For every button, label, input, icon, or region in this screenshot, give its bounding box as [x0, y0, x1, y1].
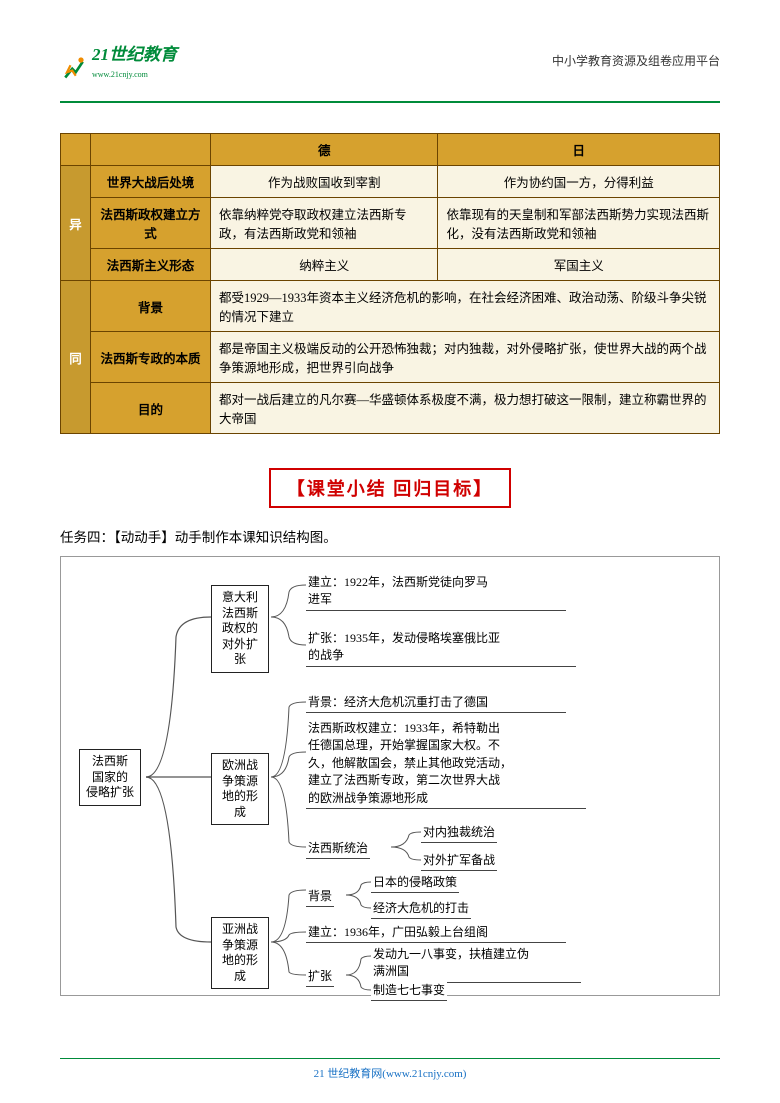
side-same: 同 — [61, 281, 91, 434]
mind-leaf: 经济大危机的打击 — [371, 899, 471, 919]
logo-main-text: 21世纪教育 — [92, 45, 177, 64]
logo: 21世纪教育 www.21cnjy.com — [60, 40, 177, 81]
row-header: 法西斯专政的本质 — [91, 332, 211, 383]
mind-leaf: 背景 — [306, 887, 334, 907]
mind-branch-asia: 亚洲战争策源地的形成 — [211, 917, 269, 989]
task-4-text: 任务四：【动动手】动手制作本课知识结构图。 — [60, 526, 720, 546]
page-header: 21世纪教育 www.21cnjy.com 中小学教育资源及组卷应用平台 — [60, 40, 720, 81]
header-right-text: 中小学教育资源及组卷应用平台 — [552, 52, 720, 69]
mind-leaf: 扩张：1935年，发动侵略埃塞俄比亚的战争 — [306, 629, 576, 667]
row-header: 世界大战后处境 — [91, 166, 211, 198]
cell-same: 都受1929—1933年资本主义经济危机的影响，在社会经济困难、政治动荡、阶级斗… — [211, 281, 720, 332]
comparison-table: 德 日 异 世界大战后处境 作为战败国收到宰割 作为协约国一方，分得利益 法西斯… — [60, 133, 720, 434]
table-row: 法西斯政权建立方式 依靠纳粹党夺取政权建立法西斯专政，有法西斯政党和领袖 依靠现… — [61, 198, 720, 249]
cell-jp: 依靠现有的天皇制和军部法西斯势力实现法西斯化，没有法西斯政党和领袖 — [438, 198, 720, 249]
cell-de: 作为战败国收到宰割 — [211, 166, 438, 198]
table-row: 目的 都对一战后建立的凡尔赛—华盛顿体系极度不满，极力想打破这一限制，建立称霸世… — [61, 383, 720, 434]
cell-jp: 军国主义 — [438, 249, 720, 281]
footer-text: 21 世纪教育网(www.21cnjy.com) — [314, 1068, 467, 1080]
table-row: 同 背景 都受1929—1933年资本主义经济危机的影响，在社会经济困难、政治动… — [61, 281, 720, 332]
row-header: 背景 — [91, 281, 211, 332]
mind-leaf: 建立：1936年，广田弘毅上台组阁 — [306, 923, 566, 943]
side-diff: 异 — [61, 166, 91, 281]
mind-map: 法西斯国家的侵略扩张 意大利法西斯政权的对外扩张 建立：1922年，法西斯党徒向… — [60, 556, 720, 996]
table-row: 异 世界大战后处境 作为战败国收到宰割 作为协约国一方，分得利益 — [61, 166, 720, 198]
mind-branch-europe: 欧洲战争策源地的形成 — [211, 753, 269, 825]
row-header: 目的 — [91, 383, 211, 434]
cell-same: 都对一战后建立的凡尔赛—华盛顿体系极度不满，极力想打破这一限制，建立称霸世界的大… — [211, 383, 720, 434]
cell-same: 都是帝国主义极端反动的公开恐怖独裁；对内独裁，对外侵略扩张，使世界大战的两个战争… — [211, 332, 720, 383]
header-divider — [60, 101, 720, 103]
table-header-row: 德 日 — [61, 134, 720, 166]
cell-de: 纳粹主义 — [211, 249, 438, 281]
mind-leaf: 制造七七事变 — [371, 981, 447, 1001]
mind-leaf: 对内独裁统治 — [421, 823, 497, 843]
mind-branch-italy: 意大利法西斯政权的对外扩张 — [211, 585, 269, 673]
col-header-de: 德 — [211, 134, 438, 166]
table-row: 法西斯主义形态 纳粹主义 军国主义 — [61, 249, 720, 281]
table-row: 法西斯专政的本质 都是帝国主义极端反动的公开恐怖独裁；对内独裁，对外侵略扩张，使… — [61, 332, 720, 383]
mind-leaf: 发动九一八事变，扶植建立伪满洲国 — [371, 945, 581, 983]
cell-de: 依靠纳粹党夺取政权建立法西斯专政，有法西斯政党和领袖 — [211, 198, 438, 249]
mind-leaf: 扩张 — [306, 967, 334, 987]
mind-leaf: 日本的侵略政策 — [371, 873, 459, 893]
mind-leaf: 背景：经济大危机沉重打击了德国 — [306, 693, 566, 713]
col-header-jp: 日 — [438, 134, 720, 166]
section-banner-wrap: 【课堂小结 回归目标】 — [60, 468, 720, 508]
page-footer: 21 世纪教育网(www.21cnjy.com) — [0, 1058, 780, 1082]
mind-root: 法西斯国家的侵略扩张 — [79, 749, 141, 806]
section-banner: 【课堂小结 回归目标】 — [269, 468, 512, 508]
mind-leaf: 法西斯政权建立：1933年，希特勒出任德国总理，开始掌握国家大权。不久，他解散国… — [306, 719, 586, 809]
footer-divider — [60, 1058, 720, 1060]
row-header: 法西斯政权建立方式 — [91, 198, 211, 249]
logo-sub-text: www.21cnjy.com — [92, 70, 148, 79]
row-header: 法西斯主义形态 — [91, 249, 211, 281]
cell-jp: 作为协约国一方，分得利益 — [438, 166, 720, 198]
mind-leaf: 法西斯统治 — [306, 839, 370, 859]
mind-leaf: 对外扩军备战 — [421, 851, 497, 871]
mind-leaf: 建立：1922年，法西斯党徒向罗马进军 — [306, 573, 566, 611]
runner-icon — [60, 53, 88, 81]
